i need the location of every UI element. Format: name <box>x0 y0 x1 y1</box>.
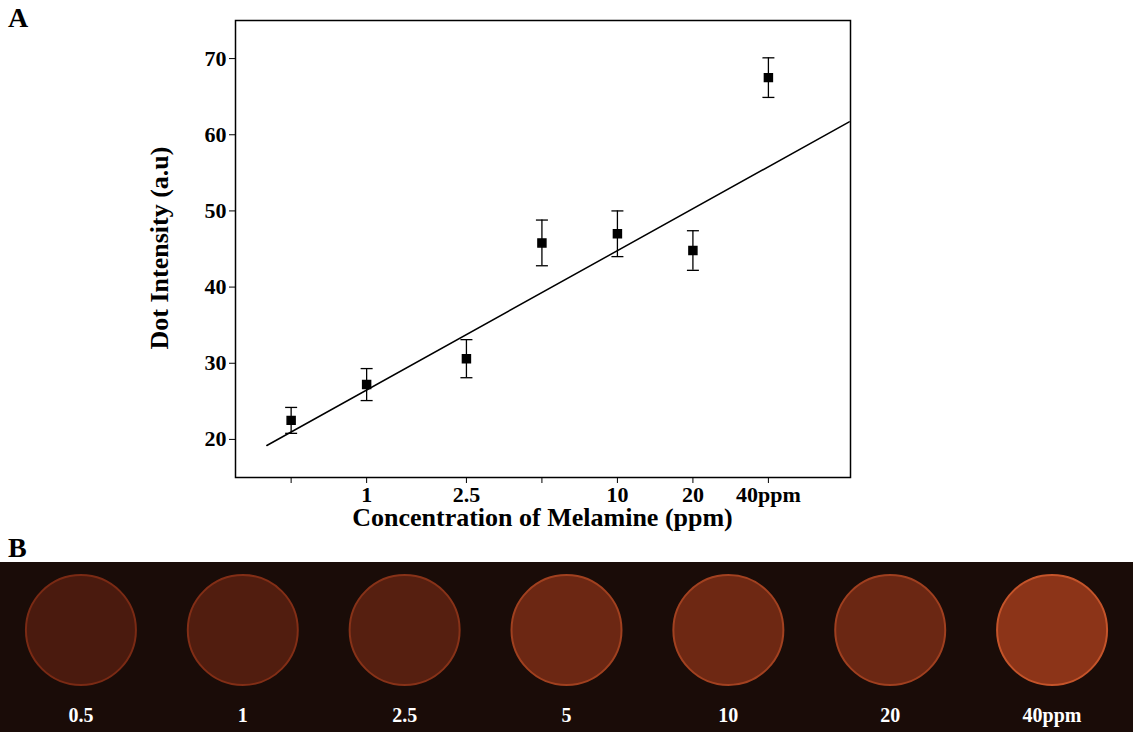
svg-text:0.5: 0.5 <box>68 704 93 726</box>
svg-text:2.5: 2.5 <box>452 482 481 508</box>
svg-text:70: 70 <box>205 46 227 71</box>
svg-text:20: 20 <box>681 482 704 508</box>
svg-text:2.5: 2.5 <box>392 704 417 726</box>
svg-text:60: 60 <box>205 122 227 147</box>
svg-text:50: 50 <box>205 198 227 223</box>
svg-text:40ppm: 40ppm <box>1023 704 1082 727</box>
html-text:Concentration of Melamine (ppm: Concentration of Melamine (ppm) <box>352 503 733 532</box>
svg-text:30: 30 <box>205 350 227 375</box>
svg-text:20: 20 <box>880 704 900 726</box>
svg-text:20: 20 <box>205 426 227 451</box>
svg-text:40ppm: 40ppm <box>736 482 801 507</box>
html-text:A: A <box>8 2 29 33</box>
svg-text:10: 10 <box>606 482 629 508</box>
svg-text:5: 5 <box>562 704 572 726</box>
html-text:Dot Intensity (a.u): Dot Intensity (a.u) <box>145 146 174 350</box>
html-text:B: B <box>8 532 27 563</box>
svg-text:40: 40 <box>205 274 227 299</box>
svg-text:1: 1 <box>361 482 373 508</box>
svg-text:10: 10 <box>718 704 738 726</box>
svg-text:1: 1 <box>238 704 248 726</box>
